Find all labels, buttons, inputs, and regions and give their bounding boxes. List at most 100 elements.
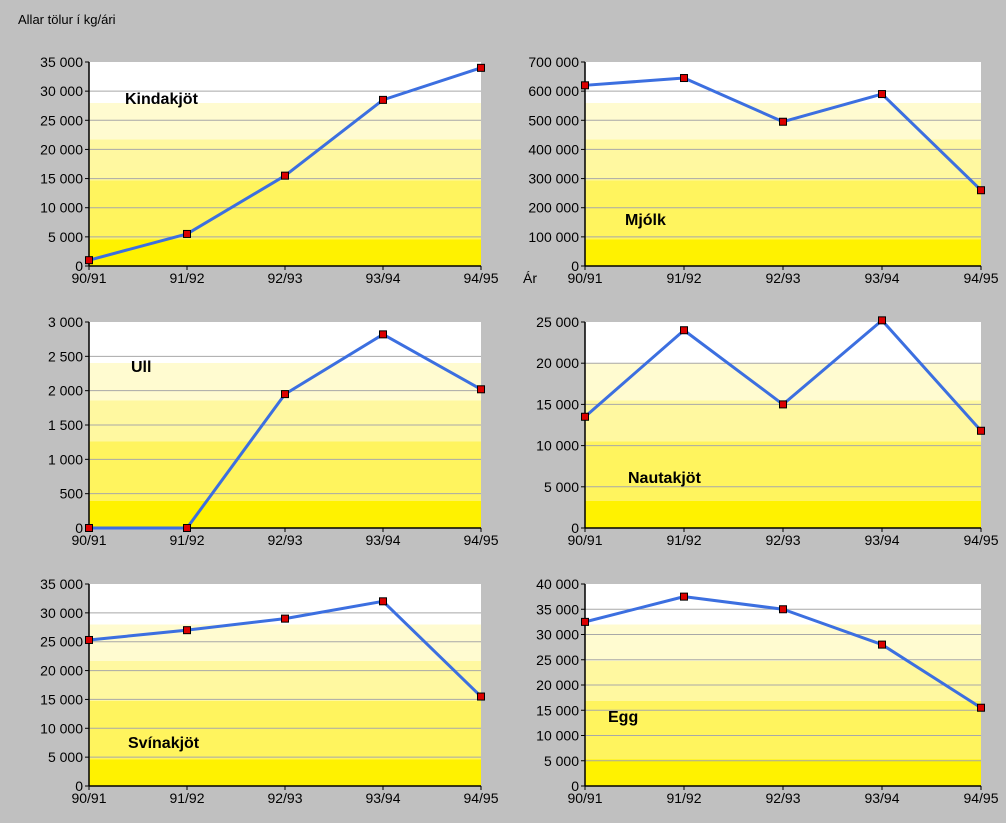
y-tick-label: 1 000	[48, 451, 83, 467]
data-point	[281, 390, 289, 399]
y-tick-label: 500 000	[528, 112, 579, 128]
y-tick-label: 20 000	[536, 355, 579, 371]
chart-grid: 0 5 000 10 000 15 000 20 000 25 000 30 000 35 0…	[40, 54, 999, 806]
x-tick-label: 91/92	[666, 790, 701, 806]
y-tick-label: 10 000	[40, 720, 83, 736]
x-tick-label: 93/94	[864, 790, 899, 806]
y-tick-label: 0	[75, 520, 83, 536]
x-tick-label: 92/93	[267, 532, 302, 548]
x-tick-label: 91/92	[169, 532, 204, 548]
x-tick-label: 90/91	[567, 270, 602, 286]
x-tick-label: 92/93	[267, 270, 302, 286]
y-tick-label: 0	[75, 778, 83, 794]
y-tick-label: 700 000	[528, 54, 579, 70]
x-tick-label: 90/91	[567, 532, 602, 548]
y-tick-label: 30 000	[40, 605, 83, 621]
y-tick-label: 10 000	[536, 438, 579, 454]
y-tick-label: 0	[571, 258, 579, 274]
y-tick-label: 5 000	[48, 229, 83, 245]
data-point	[779, 117, 787, 126]
y-tick-label: 400 000	[528, 141, 579, 157]
chart-panel-4: 0 5 000 10 000 15 000 20 000 25 000 90/91 91/92…	[536, 314, 999, 548]
y-tick-label: 15 000	[536, 396, 579, 412]
data-point	[680, 592, 688, 601]
data-point	[183, 524, 191, 532]
x-axis-label: Ár	[523, 270, 537, 286]
chart-panel-6: 0 5 000 10 000 15 000 20 000 25 000 30 000 35 0…	[536, 576, 999, 806]
plot-area	[585, 62, 981, 266]
y-tick-label: 5 000	[544, 479, 579, 495]
data-point	[878, 640, 886, 649]
x-tick-label: 94/95	[463, 532, 498, 548]
y-tick-label: 35 000	[40, 576, 83, 592]
plot-area	[585, 322, 981, 528]
data-point	[779, 400, 787, 409]
data-point	[85, 256, 93, 265]
x-tick-label: 90/91	[71, 270, 106, 286]
x-tick-label: 92/93	[765, 790, 800, 806]
y-tick-label: 15 000	[40, 691, 83, 707]
x-tick-label: 91/92	[169, 270, 204, 286]
x-tick-label: 91/92	[169, 790, 204, 806]
y-tick-label: 200 000	[528, 200, 579, 216]
x-tick-label: 90/91	[71, 790, 106, 806]
y-tick-label: 40 000	[536, 576, 579, 592]
chart-title: Egg	[608, 709, 638, 726]
x-tick-label: 92/93	[267, 790, 302, 806]
data-point	[977, 186, 985, 195]
x-tick-label: 92/93	[765, 532, 800, 548]
x-tick-label: 93/94	[365, 790, 400, 806]
chart-title: Kindakjöt	[125, 91, 199, 108]
x-tick-label: 91/92	[666, 532, 701, 548]
data-point	[85, 635, 93, 644]
x-tick-label: 94/95	[463, 790, 498, 806]
data-point	[581, 412, 589, 421]
y-tick-label: 35 000	[536, 601, 579, 617]
y-tick-label: 10 000	[536, 728, 579, 744]
y-tick-label: 0	[75, 258, 83, 274]
data-point	[581, 81, 589, 90]
plot-area	[89, 584, 481, 786]
data-point	[878, 90, 886, 99]
y-tick-label: 2 000	[48, 383, 83, 399]
chart-panel-2: 0 100 000 200 000 300 000 400 000 500 000 600 …	[523, 54, 999, 286]
x-tick-label: 94/95	[963, 790, 998, 806]
y-tick-label: 1 500	[48, 417, 83, 433]
data-point	[878, 316, 886, 325]
data-point	[379, 597, 387, 606]
y-tick-label: 2 500	[48, 348, 83, 364]
data-point	[85, 524, 93, 532]
y-tick-label: 25 000	[536, 652, 579, 668]
plot-area	[89, 62, 481, 266]
chart-title: Ull	[131, 359, 151, 376]
chart-panel-5: 0 5 000 10 000 15 000 20 000 25 000 30 000 35 0…	[40, 576, 499, 806]
x-tick-label: 93/94	[365, 532, 400, 548]
chart-title: Mjólk	[625, 212, 666, 229]
y-tick-label: 30 000	[40, 83, 83, 99]
x-tick-label: 94/95	[963, 270, 998, 286]
data-point	[680, 74, 688, 83]
chart-panel-1: 0 5 000 10 000 15 000 20 000 25 000 30 000 35 0…	[40, 54, 499, 286]
y-tick-label: 20 000	[40, 663, 83, 679]
x-tick-label: 94/95	[463, 270, 498, 286]
y-tick-label: 25 000	[536, 314, 579, 330]
data-point	[183, 229, 191, 238]
y-tick-label: 600 000	[528, 83, 579, 99]
y-tick-label: 35 000	[40, 54, 83, 70]
y-tick-label: 15 000	[40, 171, 83, 187]
data-point	[477, 63, 485, 72]
data-point	[379, 330, 387, 339]
y-tick-label: 5 000	[48, 749, 83, 765]
y-tick-label: 0	[571, 778, 579, 794]
y-tick-label: 20 000	[536, 677, 579, 693]
data-point	[281, 171, 289, 180]
data-point	[581, 617, 589, 626]
y-tick-label: 25 000	[40, 112, 83, 128]
chart-title: Svínakjöt	[128, 735, 200, 752]
data-point	[977, 703, 985, 712]
x-tick-label: 93/94	[864, 532, 899, 548]
data-point	[477, 692, 485, 701]
data-point	[680, 326, 688, 335]
y-tick-label: 100 000	[528, 229, 579, 245]
x-tick-label: 90/91	[71, 532, 106, 548]
